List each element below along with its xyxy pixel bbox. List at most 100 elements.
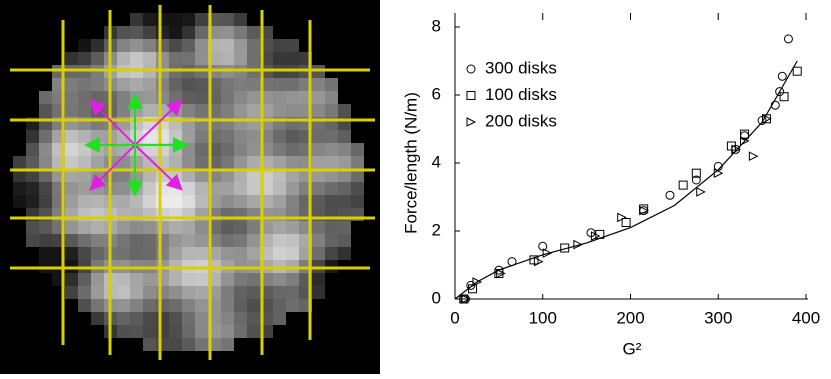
image-pixel bbox=[221, 91, 234, 104]
image-pixel bbox=[130, 13, 143, 26]
image-pixel bbox=[312, 130, 325, 143]
image-pixel bbox=[169, 234, 182, 247]
image-pixel bbox=[195, 182, 208, 195]
image-pixel bbox=[182, 156, 195, 169]
image-pixel bbox=[143, 52, 156, 65]
image-pixel bbox=[234, 91, 247, 104]
image-pixel bbox=[117, 78, 130, 91]
image-pixel bbox=[273, 234, 286, 247]
image-pixel bbox=[338, 143, 351, 156]
x-tick-label: 400 bbox=[792, 308, 820, 327]
image-pixel bbox=[91, 182, 104, 195]
image-pixel bbox=[65, 52, 78, 65]
image-pixel bbox=[273, 156, 286, 169]
image-pixel bbox=[273, 221, 286, 234]
image-pixel bbox=[273, 91, 286, 104]
data-point bbox=[542, 248, 553, 258]
image-pixel bbox=[65, 221, 78, 234]
image-pixel bbox=[221, 221, 234, 234]
image-pixel bbox=[234, 78, 247, 91]
image-pixel bbox=[117, 195, 130, 208]
image-pixel bbox=[221, 26, 234, 39]
image-pixel bbox=[221, 312, 234, 325]
image-pixel bbox=[221, 299, 234, 312]
image-pixel bbox=[65, 247, 78, 260]
image-pixel bbox=[117, 247, 130, 260]
image-pixel bbox=[195, 195, 208, 208]
image-pixel bbox=[130, 156, 143, 169]
image-pixel bbox=[195, 325, 208, 338]
image-pixel bbox=[143, 156, 156, 169]
image-pixel bbox=[247, 221, 260, 234]
image-pixel bbox=[117, 39, 130, 52]
image-pixel bbox=[221, 130, 234, 143]
image-pixel bbox=[273, 143, 286, 156]
image-pixel bbox=[91, 104, 104, 117]
data-point bbox=[590, 231, 601, 241]
image-pixel bbox=[117, 312, 130, 325]
image-pixel bbox=[338, 247, 351, 260]
image-pixel bbox=[195, 338, 208, 351]
image-pixel bbox=[195, 221, 208, 234]
image-pixel bbox=[182, 169, 195, 182]
image-pixel bbox=[247, 312, 260, 325]
image-pixel bbox=[78, 91, 91, 104]
image-pixel bbox=[117, 273, 130, 286]
image-pixel bbox=[195, 13, 208, 26]
data-point bbox=[472, 277, 483, 287]
image-pixel bbox=[247, 273, 260, 286]
image-pixel bbox=[182, 130, 195, 143]
image-pixel bbox=[169, 221, 182, 234]
image-pixel bbox=[234, 182, 247, 195]
legend-marker bbox=[466, 64, 476, 74]
image-pixel bbox=[247, 325, 260, 338]
data-point bbox=[639, 205, 649, 216]
image-pixel bbox=[65, 234, 78, 247]
image-pixel bbox=[325, 195, 338, 208]
image-pixel bbox=[247, 299, 260, 312]
image-pixel bbox=[78, 221, 91, 234]
image-pixel bbox=[130, 91, 143, 104]
image-pixel bbox=[143, 13, 156, 26]
image-pixel bbox=[117, 104, 130, 117]
data-point bbox=[678, 180, 688, 190]
image-pixel bbox=[65, 273, 78, 286]
image-pixel bbox=[91, 312, 104, 325]
image-pixel bbox=[143, 299, 156, 312]
image-pixel bbox=[143, 39, 156, 52]
data-point bbox=[691, 168, 701, 178]
image-pixel bbox=[169, 247, 182, 260]
image-pixel bbox=[338, 234, 351, 247]
image-pixel bbox=[195, 143, 208, 156]
y-axis-label: Force/length (N/m) bbox=[401, 92, 420, 234]
image-pixel bbox=[312, 195, 325, 208]
image-pixel bbox=[182, 312, 195, 325]
image-pixel bbox=[39, 156, 52, 169]
image-pixel bbox=[182, 104, 195, 117]
image-pixel bbox=[91, 195, 104, 208]
image-pixel bbox=[156, 234, 169, 247]
image-pixel bbox=[312, 221, 325, 234]
y-tick-label: 6 bbox=[432, 84, 441, 103]
image-pixel bbox=[130, 325, 143, 338]
image-pixel bbox=[26, 169, 39, 182]
image-pixel bbox=[156, 195, 169, 208]
data-point bbox=[748, 151, 759, 162]
arrows bbox=[84, 93, 189, 197]
data-point bbox=[459, 294, 469, 304]
image-pixel bbox=[156, 273, 169, 286]
image-pixel bbox=[91, 286, 104, 299]
image-pixel bbox=[117, 286, 130, 299]
image-pixel bbox=[26, 156, 39, 169]
image-pixel bbox=[130, 169, 143, 182]
x-tick-label: 300 bbox=[704, 308, 732, 327]
image-pixel bbox=[39, 221, 52, 234]
image-pixel bbox=[195, 26, 208, 39]
arrow bbox=[89, 144, 136, 191]
image-pixel bbox=[130, 195, 143, 208]
image-pixel bbox=[65, 130, 78, 143]
image-pixel bbox=[117, 26, 130, 39]
image-pixel bbox=[143, 169, 156, 182]
data-point bbox=[777, 71, 787, 81]
